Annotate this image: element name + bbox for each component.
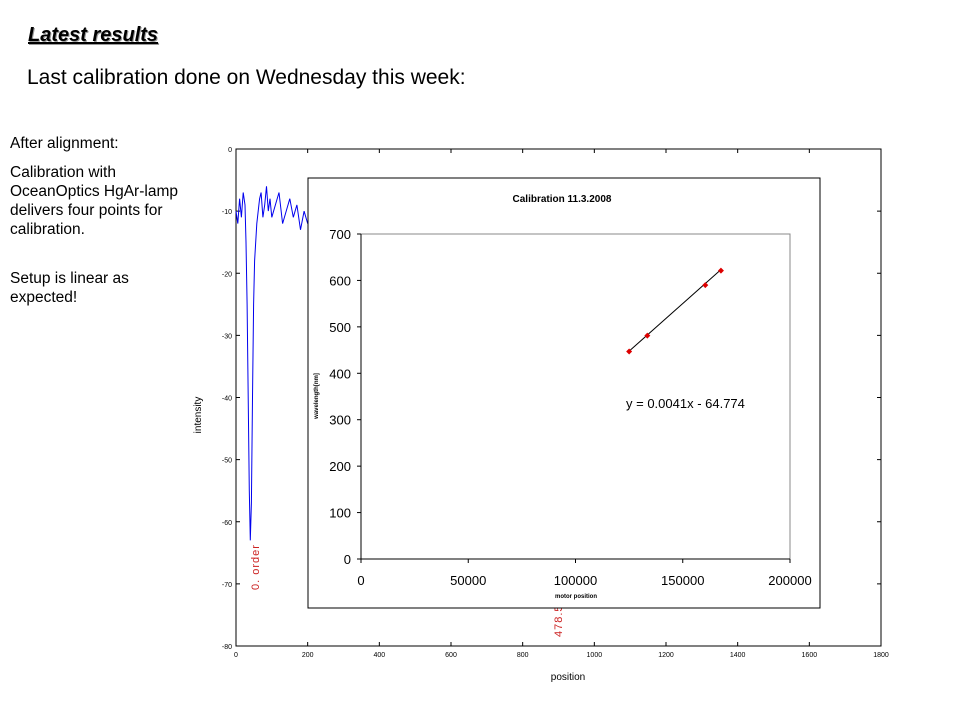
- calibration-y-axis-label: wavelength[nm]: [314, 373, 320, 420]
- slide-title: Latest results: [28, 24, 159, 46]
- spectrum-x-tick-label: 800: [517, 652, 529, 659]
- slide-subtitle: Last calibration done on Wednesday this …: [27, 66, 466, 89]
- calibration-trendline-equation: y = 0.0041x - 64.774: [626, 396, 745, 411]
- calibration-x-axis-label: motor position: [555, 594, 597, 600]
- spectrum-x-tick-label: 0: [234, 652, 238, 659]
- calibration-y-tick-label: 700: [329, 227, 351, 242]
- spectrum-x-tick-label: 1000: [587, 652, 603, 659]
- calibration-point: [717, 267, 724, 274]
- calibration-point: [644, 332, 651, 339]
- note-setup-linear: Setup is linear as expected!: [10, 270, 129, 306]
- spectrum-y-tick-label: -40: [222, 396, 232, 403]
- calibration-points: [626, 267, 724, 355]
- calibration-point: [626, 348, 633, 355]
- note-after-alignment: After alignment:: [10, 135, 119, 152]
- calibration-y-ticks: 0 100 200 300 400 500 600 700: [329, 227, 361, 567]
- calibration-point: [702, 282, 709, 289]
- spectrum-y-axis-label: intensity: [193, 397, 204, 434]
- spectrum-y-tick-label: -80: [222, 644, 232, 651]
- spectrum-line: [235, 186, 309, 541]
- spectrum-y-tick-label: -50: [222, 458, 232, 465]
- note-calibration-lamp: Calibration with OceanOptics HgAr-lamp d…: [10, 164, 178, 238]
- spectrum-x-tick-label: 1800: [873, 652, 889, 659]
- calibration-x-tick-label: 150000: [661, 573, 704, 588]
- spectrum-y-tick-label: -20: [222, 271, 232, 278]
- spectrum-x-tick-label: 600: [445, 652, 457, 659]
- calibration-y-tick-label: 500: [329, 320, 351, 335]
- annotation-zero-order: 0. order: [250, 544, 262, 590]
- spectrum-x-axis-label: position: [551, 672, 585, 683]
- calibration-y-tick-label: 100: [329, 506, 351, 521]
- spectrum-y-tick-label: 0: [228, 147, 232, 154]
- calibration-x-tick-label: 0: [357, 573, 364, 588]
- spectrum-y-tick-label: -10: [222, 209, 232, 216]
- calibration-y-tick-label: 300: [329, 413, 351, 428]
- calibration-x-tick-label: 50000: [450, 573, 486, 588]
- spectrum-y-tick-label: -30: [222, 333, 232, 340]
- side-notes: After alignment: Calibration with OceanO…: [10, 134, 192, 317]
- calibration-chart: Calibration 11.3.2008 0 50000 100000 150000…: [307, 177, 821, 609]
- calibration-y-tick-label: 400: [329, 366, 351, 381]
- calibration-chart-frame: [307, 177, 821, 609]
- spectrum-x-tick-label: 1400: [730, 652, 746, 659]
- spectrum-x-tick-label: 200: [302, 652, 314, 659]
- spectrum-y-tick-label: -70: [222, 582, 232, 589]
- spectrum-y-ticks: 0 -10 -20 -30 -40 -50 -60 -70 -80: [222, 147, 881, 651]
- calibration-y-tick-label: 200: [329, 459, 351, 474]
- annotation-478-5: 478.5: [553, 604, 565, 637]
- calibration-x-tick-label: 100000: [554, 573, 597, 588]
- calibration-x-tick-label: 200000: [768, 573, 811, 588]
- spectrum-y-tick-label: -60: [222, 520, 232, 527]
- calibration-x-ticks: 0 50000 100000 150000 200000: [357, 559, 812, 588]
- spectrum-x-tick-label: 400: [373, 652, 385, 659]
- spectrum-x-ticks: 0 200 400 600 800 1000 1200 1400 1600 1800: [234, 149, 889, 659]
- calibration-y-tick-label: 0: [344, 552, 351, 567]
- spectrum-x-tick-label: 1600: [802, 652, 818, 659]
- spectrum-x-tick-label: 1200: [658, 652, 674, 659]
- calibration-y-tick-label: 600: [329, 273, 351, 288]
- calibration-chart-title: Calibration 11.3.2008: [513, 194, 612, 205]
